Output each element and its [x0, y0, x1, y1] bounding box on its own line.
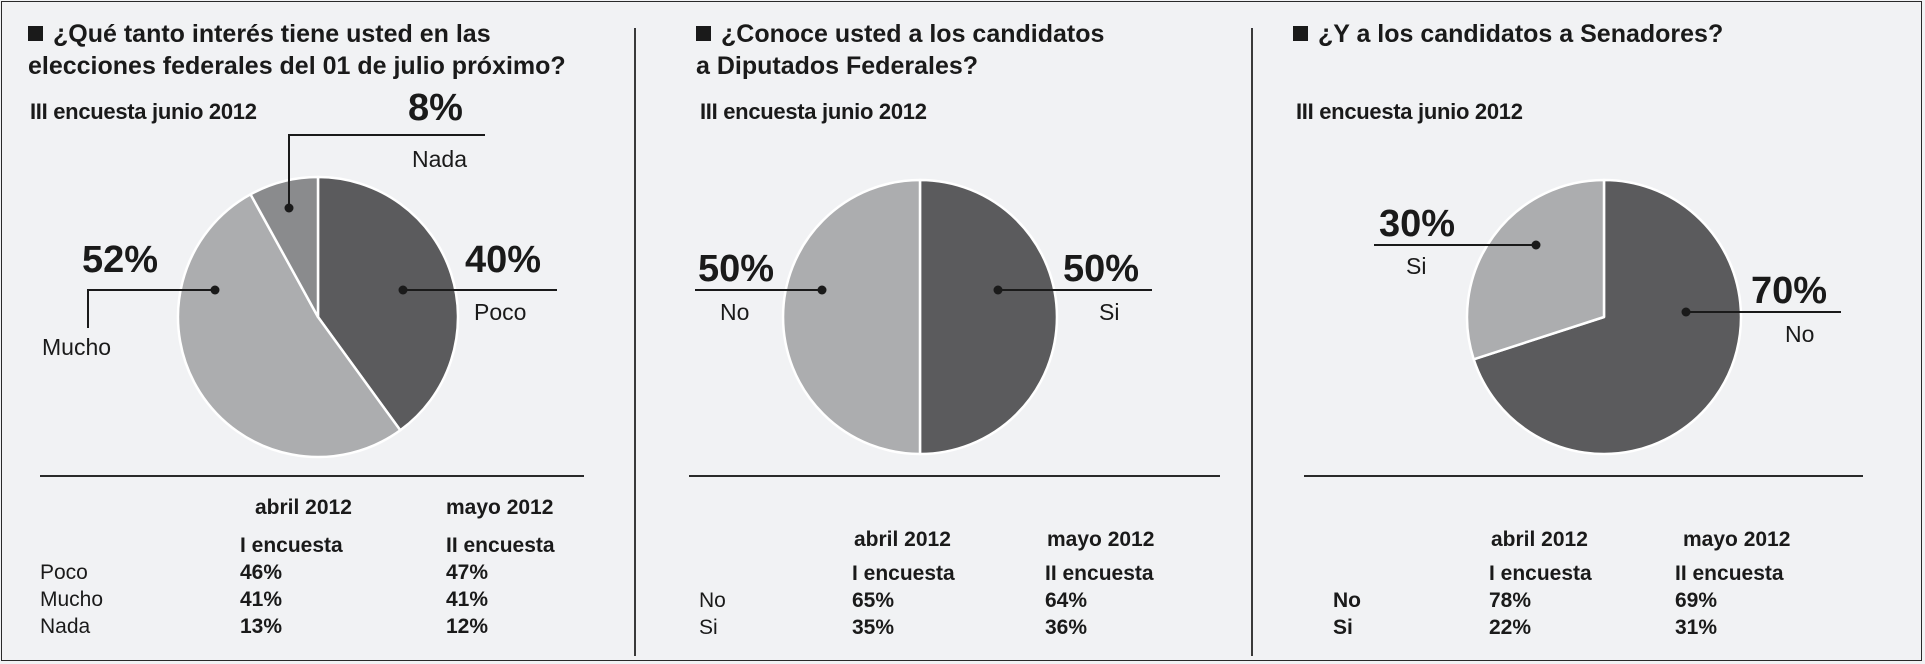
table-cell: 47%	[446, 561, 489, 584]
panel-senadores: ¿Y a los candidatos a Senadores? III enc…	[1251, 0, 1923, 664]
table-col2-month: mayo 2012	[1683, 528, 1791, 551]
data-label-pct-nada: 8%	[408, 87, 463, 129]
pie-slice-si	[918, 178, 1059, 456]
table-row-label: Nada	[40, 615, 91, 638]
table-cell: 64%	[1045, 589, 1088, 612]
pie-slice-no	[1472, 178, 1743, 456]
table-cell: 41%	[446, 588, 489, 611]
table-row-label: No	[699, 589, 726, 612]
table-col2-month: mayo 2012	[1047, 528, 1155, 551]
leader-dot-poco	[398, 285, 408, 295]
title-line-2: a Diputados Federales?	[696, 52, 979, 80]
data-label-name-poco: Poco	[474, 299, 526, 325]
table-cell: 12%	[446, 615, 489, 638]
data-label-name-nada: Nada	[412, 146, 467, 172]
table-cell: 78%	[1489, 589, 1532, 612]
table-cell: 41%	[240, 588, 283, 611]
title-line-1: ¿Qué tanto interés tiene usted en las	[53, 20, 491, 48]
data-label-pct-mucho: 52%	[82, 239, 158, 281]
leader-line-mucho	[87, 289, 215, 328]
chart-title: ¿Qué tanto interés tiene usted en las el…	[28, 18, 566, 82]
title-line-2: elecciones federales del 01 de julio pró…	[28, 52, 566, 80]
leader-dot-nada	[284, 203, 294, 213]
table-col1-survey: I encuesta	[240, 534, 343, 557]
table-row-label: Si	[1333, 616, 1353, 639]
bullet-square-icon	[696, 26, 711, 41]
data-label-pct-no: 50%	[698, 248, 774, 290]
table-row-label: Si	[699, 616, 718, 639]
bullet-square-icon	[28, 26, 43, 41]
pie-slice-mucho	[176, 193, 402, 459]
data-label-name-no: No	[720, 299, 749, 325]
table-col2-survey: II encuesta	[1045, 562, 1154, 585]
table-col2-month: mayo 2012	[446, 496, 554, 519]
title-line-1: ¿Y a los candidatos a Senadores?	[1318, 20, 1724, 48]
data-label-pct-poco: 40%	[465, 239, 541, 281]
leader-dot-si	[993, 285, 1003, 295]
data-label-pct-no: 70%	[1751, 270, 1827, 312]
bullet-square-icon	[1293, 26, 1308, 41]
table-col1-month: abril 2012	[255, 496, 352, 519]
pie-slice-nada	[249, 175, 320, 319]
chart-subtitle: III encuesta junio 2012	[30, 99, 257, 124]
leader-line-nada	[288, 134, 485, 208]
table-col1-survey: I encuesta	[852, 562, 955, 585]
table-separator	[689, 475, 1220, 477]
chart-title: ¿Conoce usted a los candidatos a Diputad…	[696, 18, 1104, 82]
pie-chart: 50% Si 50% No	[695, 178, 1152, 456]
table-col1-month: abril 2012	[1491, 528, 1588, 551]
panel-interes: ¿Qué tanto interés tiene usted en las el…	[0, 0, 634, 664]
table-row-label: Mucho	[40, 588, 104, 611]
panel-divider-1	[634, 28, 636, 656]
pie-chart: 70% No 30% Si	[1374, 178, 1841, 456]
pie-slice-no	[781, 178, 922, 456]
pie-slice-si	[1465, 178, 1606, 361]
data-label-name-no: No	[1785, 321, 1814, 347]
data-label-name-mucho: Mucho	[42, 334, 111, 360]
table-cell: 13%	[240, 615, 283, 638]
panel-divider-2	[1251, 28, 1253, 656]
data-label-name-si: Si	[1099, 299, 1119, 325]
table-row-label: Poco	[40, 561, 88, 584]
table-row-label: No	[1333, 589, 1361, 612]
table-cell: 22%	[1489, 616, 1532, 639]
leader-dot-mucho	[210, 285, 220, 295]
title-line-1: ¿Conoce usted a los candidatos	[721, 20, 1105, 48]
table-cell: 35%	[852, 616, 895, 639]
table-separator	[40, 475, 584, 477]
leader-dot-si	[1531, 240, 1541, 250]
leader-dot-no	[1681, 307, 1691, 317]
pie-chart: 40% Poco 52% Mucho 8% Nada	[42, 87, 557, 459]
table-col2-survey: II encuesta	[446, 534, 555, 557]
chart-title: ¿Y a los candidatos a Senadores?	[1293, 18, 1723, 50]
table-cell: 65%	[852, 589, 895, 612]
chart-subtitle: III encuesta junio 2012	[700, 99, 927, 124]
data-label-name-si: Si	[1406, 253, 1426, 279]
pie-slice-poco	[316, 175, 460, 432]
chart-subtitle: III encuesta junio 2012	[1296, 99, 1523, 124]
table-col2-survey: II encuesta	[1675, 562, 1784, 585]
table-col1-survey: I encuesta	[1489, 562, 1592, 585]
table-cell: 31%	[1675, 616, 1718, 639]
table-separator	[1304, 475, 1863, 477]
table-cell: 46%	[240, 561, 283, 584]
table-col1-month: abril 2012	[854, 528, 951, 551]
data-label-pct-si: 30%	[1379, 203, 1455, 245]
leader-dot-no	[817, 285, 827, 295]
table-cell: 69%	[1675, 589, 1718, 612]
table-cell: 36%	[1045, 616, 1088, 639]
data-label-pct-si: 50%	[1063, 248, 1139, 290]
panel-diputados: ¿Conoce usted a los candidatos a Diputad…	[634, 0, 1251, 664]
